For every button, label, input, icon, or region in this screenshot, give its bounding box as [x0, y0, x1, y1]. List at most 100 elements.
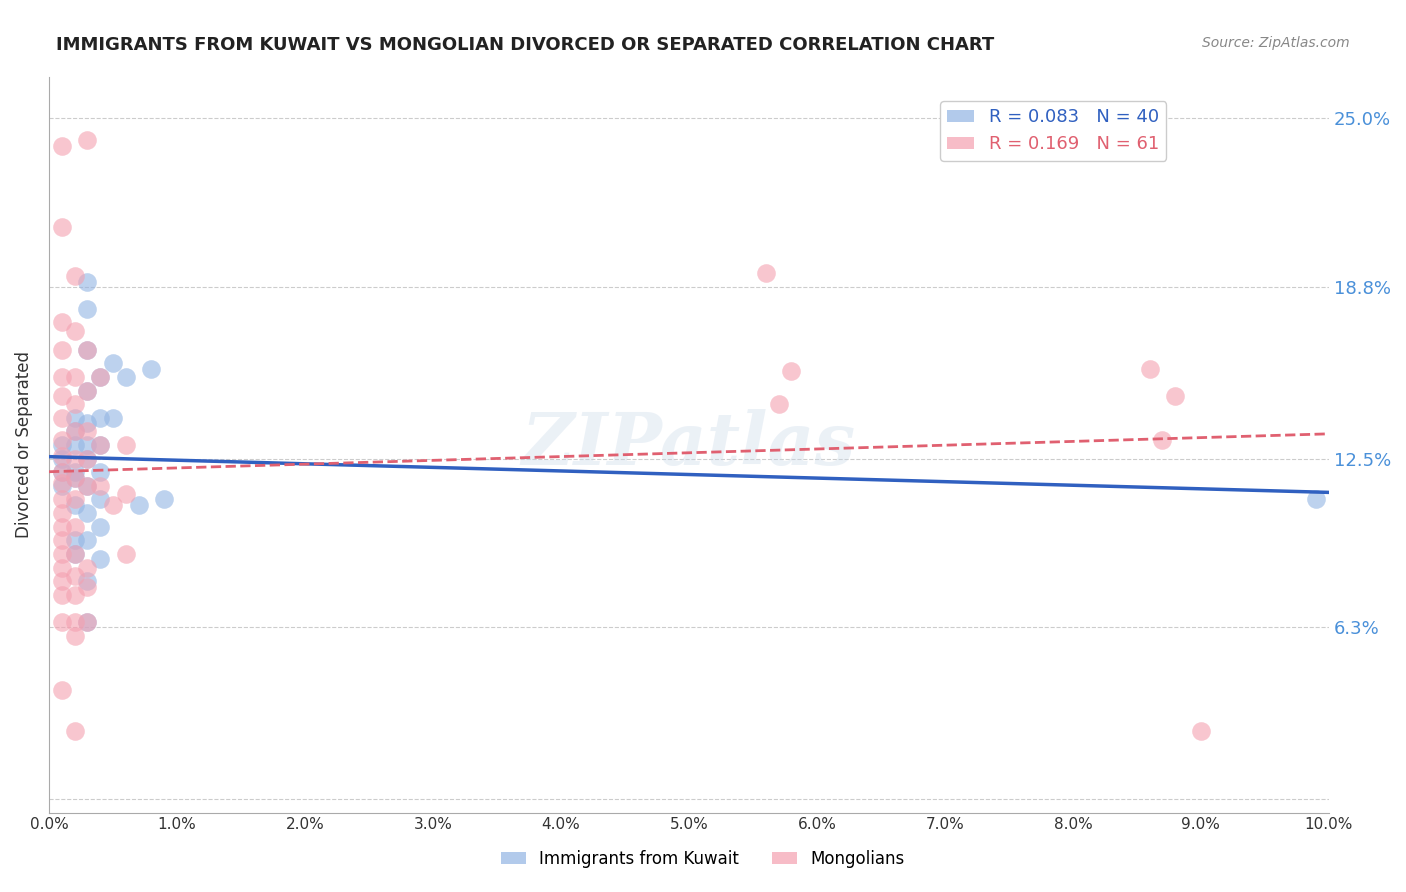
Point: [51, 519, 73, 533]
Point: [51, 492, 73, 507]
Point: [76, 425, 98, 439]
Point: [114, 438, 136, 452]
Point: [1189, 723, 1212, 738]
Point: [63, 370, 86, 384]
Point: [51, 410, 73, 425]
Point: [1305, 492, 1327, 507]
Point: [63, 470, 86, 484]
Point: [51, 533, 73, 548]
Point: [153, 492, 176, 507]
Point: [76, 343, 98, 357]
Point: [76, 451, 98, 466]
Point: [89, 438, 111, 452]
Text: Source: ZipAtlas.com: Source: ZipAtlas.com: [1202, 36, 1350, 50]
Point: [63, 547, 86, 561]
Point: [76, 384, 98, 398]
Point: [76, 580, 98, 594]
Point: [76, 416, 98, 430]
Point: [101, 356, 124, 370]
Point: [76, 451, 98, 466]
Point: [51, 574, 73, 588]
Point: [51, 433, 73, 447]
Point: [89, 370, 111, 384]
Point: [76, 384, 98, 398]
Point: [51, 220, 73, 235]
Point: [63, 615, 86, 629]
Legend: R = 0.083   N = 40, R = 0.169   N = 61: R = 0.083 N = 40, R = 0.169 N = 61: [941, 101, 1166, 161]
Y-axis label: Divorced or Separated: Divorced or Separated: [15, 351, 32, 539]
Point: [63, 470, 86, 484]
Point: [63, 533, 86, 548]
Point: [63, 547, 86, 561]
Point: [51, 683, 73, 698]
Point: [51, 370, 73, 384]
Point: [63, 568, 86, 582]
Point: [89, 519, 111, 533]
Point: [76, 560, 98, 574]
Point: [51, 449, 73, 463]
Point: [63, 438, 86, 452]
Point: [89, 492, 111, 507]
Point: [1152, 433, 1174, 447]
Point: [63, 324, 86, 338]
Point: [51, 479, 73, 493]
Point: [76, 615, 98, 629]
Point: [76, 533, 98, 548]
Point: [63, 498, 86, 512]
Text: IMMIGRANTS FROM KUWAIT VS MONGOLIAN DIVORCED OR SEPARATED CORRELATION CHART: IMMIGRANTS FROM KUWAIT VS MONGOLIAN DIVO…: [56, 36, 994, 54]
Point: [76, 506, 98, 520]
Point: [51, 451, 73, 466]
Point: [63, 588, 86, 602]
Point: [780, 364, 803, 378]
Point: [63, 492, 86, 507]
Point: [76, 574, 98, 588]
Point: [51, 465, 73, 479]
Point: [89, 479, 111, 493]
Point: [114, 487, 136, 501]
Point: [51, 465, 73, 479]
Point: [76, 479, 98, 493]
Point: [768, 397, 790, 411]
Text: ZIPatlas: ZIPatlas: [522, 409, 856, 481]
Point: [76, 133, 98, 147]
Point: [63, 397, 86, 411]
Point: [76, 438, 98, 452]
Point: [63, 451, 86, 466]
Point: [76, 479, 98, 493]
Point: [51, 389, 73, 403]
Point: [63, 425, 86, 439]
Point: [76, 615, 98, 629]
Point: [63, 410, 86, 425]
Point: [89, 410, 111, 425]
Point: [89, 465, 111, 479]
Point: [76, 275, 98, 289]
Point: [51, 547, 73, 561]
Point: [51, 506, 73, 520]
Point: [63, 465, 86, 479]
Point: [1164, 389, 1187, 403]
Point: [51, 438, 73, 452]
Point: [51, 615, 73, 629]
Point: [51, 138, 73, 153]
Point: [63, 519, 86, 533]
Point: [101, 498, 124, 512]
Legend: Immigrants from Kuwait, Mongolians: Immigrants from Kuwait, Mongolians: [495, 844, 911, 875]
Point: [89, 552, 111, 566]
Point: [51, 343, 73, 357]
Point: [101, 410, 124, 425]
Point: [63, 269, 86, 284]
Point: [755, 267, 778, 281]
Point: [76, 343, 98, 357]
Point: [128, 498, 150, 512]
Point: [114, 370, 136, 384]
Point: [141, 361, 163, 376]
Point: [63, 425, 86, 439]
Point: [51, 316, 73, 330]
Point: [114, 547, 136, 561]
Point: [1139, 361, 1161, 376]
Point: [51, 560, 73, 574]
Point: [51, 476, 73, 491]
Point: [63, 629, 86, 643]
Point: [76, 301, 98, 316]
Point: [63, 723, 86, 738]
